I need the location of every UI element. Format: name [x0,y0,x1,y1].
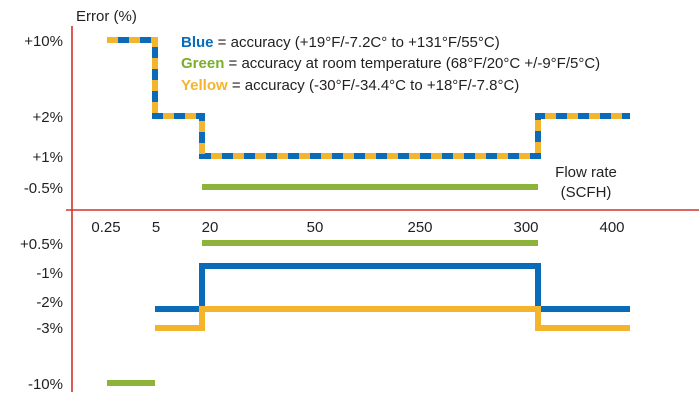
series-line-yellow-upper [107,37,630,159]
y-tick-label: -3% [36,320,63,337]
y-tick-label: +10% [24,33,63,50]
x-tick-label: 5 [152,219,160,236]
x-tick-label: 50 [307,219,324,236]
legend-entry: Blue = accuracy (+19°F/-7.2C° to +131°F/… [181,34,500,51]
x-tick-label: 400 [599,219,624,236]
x-tick-label: 20 [202,219,219,236]
legend-series-name: Green [181,55,224,72]
legend-series-name: Yellow [181,77,228,94]
x-tick-label: 0.25 [91,219,120,236]
y-tick-label: -2% [36,294,63,311]
legend-entry: Green = accuracy at room temperature (68… [181,55,600,72]
series-line-blue-lower [155,263,630,312]
y-tick-label: +2% [33,109,63,126]
x-axis-title-line1: Flow rate [555,164,617,181]
legend-description: = accuracy at room temperature (68°F/20°… [224,55,600,72]
y-tick-label: -1% [36,265,63,282]
x-tick-label: 300 [513,219,538,236]
y-axis-title: Error (%) [76,8,137,25]
y-tick-label: -0.5% [24,180,63,197]
legend-description: = accuracy (-30°F/-34.4°C to +18°F/-7.8°… [228,77,520,94]
legend-entry: Yellow = accuracy (-30°F/-34.4°C to +18°… [181,77,519,94]
x-axis-title-line2: (SCFH) [561,184,612,201]
y-tick-label: +1% [33,149,63,166]
y-tick-label: +0.5% [20,236,63,253]
series-line-yellow-lower [155,306,630,331]
legend-series-name: Blue [181,34,214,51]
legend-description: = accuracy (+19°F/-7.2C° to +131°F/55°C) [214,34,500,51]
y-tick-label: -10% [28,376,63,393]
x-tick-label: 250 [407,219,432,236]
